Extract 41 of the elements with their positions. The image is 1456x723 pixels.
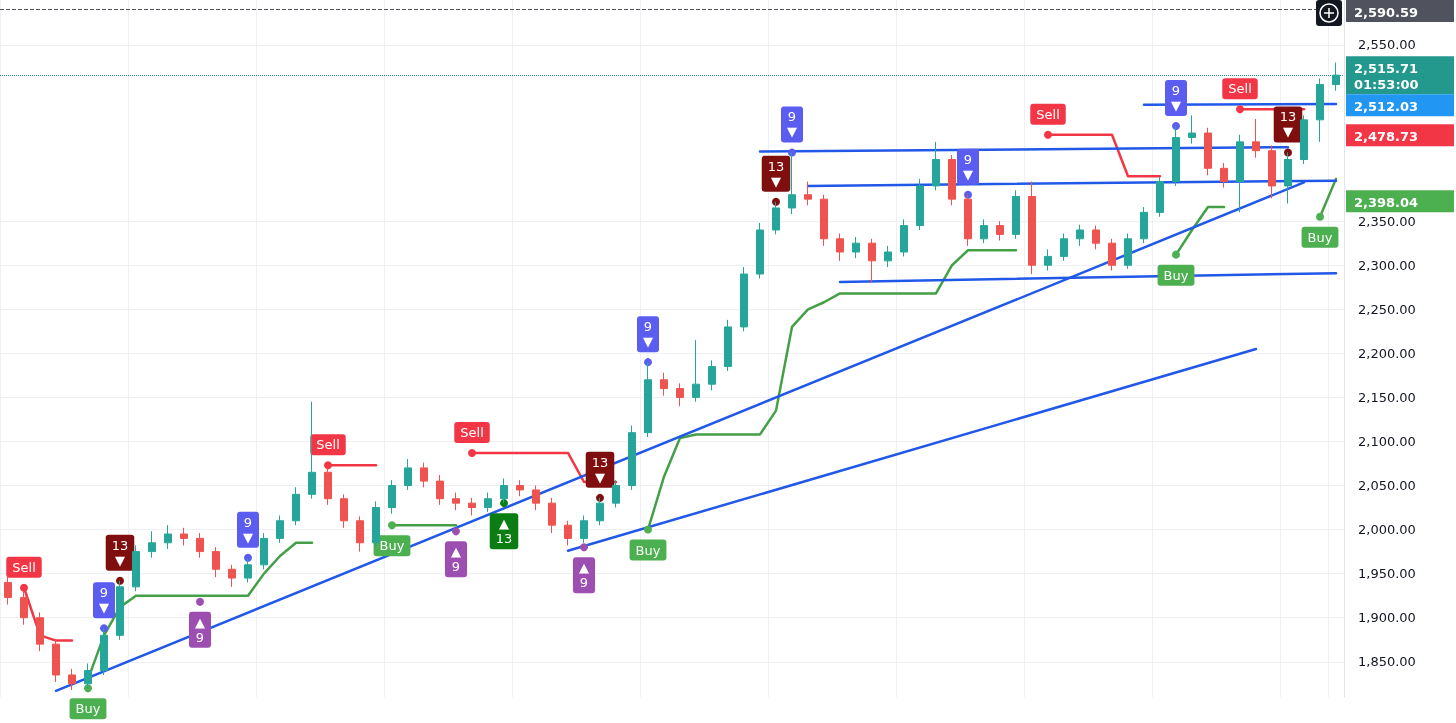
text: ▲ 9 — [451, 544, 461, 575]
ref-line-label: 2,590.59 — [1354, 4, 1419, 20]
text: 2,478.73 — [1354, 128, 1419, 144]
text: 9 ▼ — [643, 319, 653, 350]
y-tick-label: 2,000.00 — [1358, 522, 1416, 538]
text: 9 ▼ — [787, 109, 797, 140]
y-tick-label: 2,250.00 — [1358, 301, 1416, 317]
y-tick-label: 2,300.00 — [1358, 257, 1416, 273]
text: Buy — [1307, 229, 1333, 245]
text: Buy — [635, 542, 661, 558]
series-label: 13 ▼ — [591, 454, 609, 485]
y-tick-label: 2,100.00 — [1358, 433, 1416, 449]
text: ▲ 9 — [579, 560, 589, 591]
text: 9 ▼ — [963, 151, 973, 182]
ref-line-label: 2,515.71 01:53:00 — [1354, 60, 1419, 92]
text: 13 ▼ — [111, 537, 129, 568]
text: 9 ▼ — [243, 514, 253, 545]
text: 13 ▼ — [1279, 109, 1297, 140]
text: 2,398.04 — [1354, 194, 1419, 210]
series-label: ▲ 9 — [195, 614, 205, 645]
y-tick-label: 2,150.00 — [1358, 389, 1416, 405]
text: Sell — [460, 424, 484, 440]
text: Sell — [316, 437, 340, 453]
series-label: ▲ 13 — [495, 516, 513, 547]
y-tick-label: 1,950.00 — [1358, 566, 1416, 582]
y-tick-label: 1,850.00 — [1358, 654, 1416, 670]
y-tick-label: 2,550.00 — [1358, 37, 1416, 53]
series-label: 9 ▼ — [99, 585, 109, 616]
text: 9 ▼ — [1171, 83, 1181, 114]
series-label: Sell — [12, 559, 36, 575]
series-label: Buy — [379, 538, 405, 554]
y-tick-label: 2,050.00 — [1358, 478, 1416, 494]
text: Buy — [75, 701, 101, 717]
y-tick-label: 1,900.00 — [1358, 610, 1416, 626]
text: 2,512.03 — [1354, 98, 1419, 114]
text: Sell — [1228, 81, 1252, 97]
y-tick-label: 2,350.00 — [1358, 213, 1416, 229]
text: 13 ▼ — [767, 158, 785, 189]
y-tick-label: 2,200.00 — [1358, 345, 1416, 361]
text: Buy — [1163, 267, 1189, 283]
text: Sell — [1036, 106, 1060, 122]
